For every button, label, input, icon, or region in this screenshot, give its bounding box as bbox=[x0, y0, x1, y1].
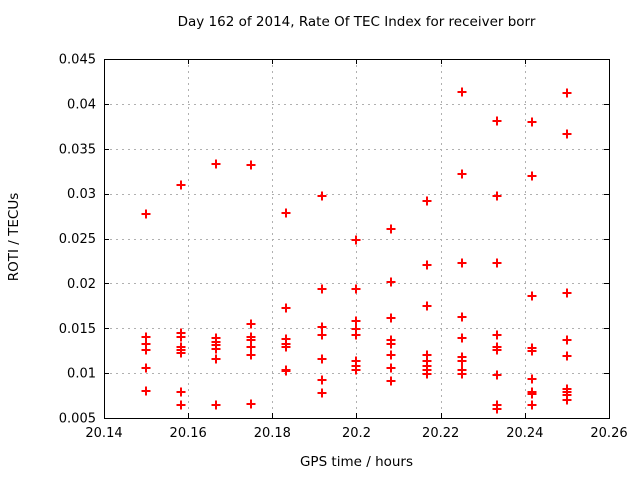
data-point-marker bbox=[246, 342, 256, 352]
data-point-marker bbox=[562, 288, 572, 298]
data-point-marker bbox=[492, 370, 502, 380]
y-tick-label: 0.005 bbox=[59, 412, 96, 427]
x-tick-label: 20.2 bbox=[342, 426, 371, 441]
data-point-marker bbox=[492, 116, 502, 126]
data-point-marker bbox=[281, 342, 291, 352]
data-point-marker bbox=[527, 291, 537, 301]
y-axis-label: ROTI / TECUs bbox=[6, 192, 22, 282]
x-axis-label: GPS time / hours bbox=[299, 454, 414, 470]
data-point-marker bbox=[457, 87, 467, 97]
data-point-marker bbox=[317, 330, 327, 340]
data-point-marker bbox=[386, 339, 396, 349]
data-point-marker bbox=[211, 344, 221, 354]
data-point-marker bbox=[211, 354, 221, 364]
data-point-marker bbox=[562, 351, 572, 361]
data-point-marker bbox=[386, 277, 396, 287]
data-point-marker bbox=[246, 350, 256, 360]
data-point-marker bbox=[246, 160, 256, 170]
y-tick-label: 0.04 bbox=[67, 97, 96, 112]
data-point-marker bbox=[351, 316, 361, 326]
data-point-marker bbox=[176, 387, 186, 397]
data-point-marker bbox=[422, 369, 432, 379]
data-point-marker bbox=[457, 356, 467, 366]
data-point-marker bbox=[527, 389, 537, 399]
data-point-marker bbox=[141, 363, 151, 373]
data-point-marker bbox=[246, 399, 256, 409]
data-point-marker bbox=[562, 395, 572, 405]
data-point-marker bbox=[562, 88, 572, 98]
data-point-marker bbox=[457, 312, 467, 322]
data-point-marker bbox=[317, 322, 327, 332]
data-point-marker bbox=[211, 159, 221, 169]
data-point-marker bbox=[527, 400, 537, 410]
x-tick-label: 20.18 bbox=[254, 426, 291, 441]
data-point-marker bbox=[246, 319, 256, 329]
x-tick-label: 20.26 bbox=[590, 426, 627, 441]
data-point-marker bbox=[562, 335, 572, 345]
data-point-marker bbox=[422, 196, 432, 206]
data-point-marker bbox=[351, 330, 361, 340]
y-tick-label: 0.025 bbox=[59, 232, 96, 247]
data-point-marker bbox=[176, 400, 186, 410]
data-point-marker bbox=[351, 365, 361, 375]
y-tick-label: 0.045 bbox=[59, 53, 96, 68]
data-point-marker bbox=[317, 354, 327, 364]
data-point-marker bbox=[176, 180, 186, 190]
data-point-marker bbox=[141, 209, 151, 219]
data-point-marker bbox=[457, 369, 467, 379]
data-point-marker bbox=[351, 284, 361, 294]
data-point-marker bbox=[317, 191, 327, 201]
x-tick-label: 20.14 bbox=[85, 426, 122, 441]
chart-title: Day 162 of 2014, Rate Of TEC Index for r… bbox=[177, 14, 536, 30]
data-point-marker bbox=[351, 235, 361, 245]
data-point-marker bbox=[492, 404, 502, 414]
data-point-marker bbox=[492, 191, 502, 201]
data-point-marker bbox=[422, 301, 432, 311]
data-point-marker bbox=[386, 363, 396, 373]
x-tick-label: 20.22 bbox=[422, 426, 459, 441]
data-point-marker bbox=[141, 345, 151, 355]
data-point-marker bbox=[527, 374, 537, 384]
data-point-marker bbox=[492, 258, 502, 268]
data-point-marker bbox=[281, 303, 291, 313]
data-point-marker bbox=[386, 224, 396, 234]
data-point-marker bbox=[386, 313, 396, 323]
data-point-marker bbox=[457, 258, 467, 268]
data-point-marker bbox=[492, 330, 502, 340]
x-tick-label: 20.24 bbox=[506, 426, 543, 441]
data-point-marker bbox=[457, 333, 467, 343]
data-point-marker bbox=[281, 208, 291, 218]
y-tick-label: 0.035 bbox=[59, 142, 96, 157]
y-tick-label: 0.02 bbox=[67, 277, 96, 292]
data-point-marker bbox=[317, 284, 327, 294]
data-point-marker bbox=[176, 348, 186, 358]
data-point-marker bbox=[317, 388, 327, 398]
data-point-marker bbox=[317, 375, 327, 385]
data-point-marker bbox=[457, 169, 467, 179]
data-point-marker bbox=[562, 129, 572, 139]
data-point-marker bbox=[422, 260, 432, 270]
data-point-marker bbox=[527, 346, 537, 356]
data-point-marker bbox=[386, 350, 396, 360]
data-point-marker bbox=[176, 332, 186, 342]
data-point-marker bbox=[141, 386, 151, 396]
y-tick-label: 0.01 bbox=[67, 367, 96, 382]
data-point-marker bbox=[211, 400, 221, 410]
data-point-marker bbox=[281, 366, 291, 376]
x-tick-label: 20.16 bbox=[170, 426, 207, 441]
data-point-marker bbox=[527, 117, 537, 127]
data-point-marker bbox=[527, 171, 537, 181]
y-tick-label: 0.015 bbox=[59, 322, 96, 337]
data-point-marker bbox=[386, 376, 396, 386]
data-point-marker bbox=[492, 345, 502, 355]
y-tick-label: 0.03 bbox=[67, 187, 96, 202]
